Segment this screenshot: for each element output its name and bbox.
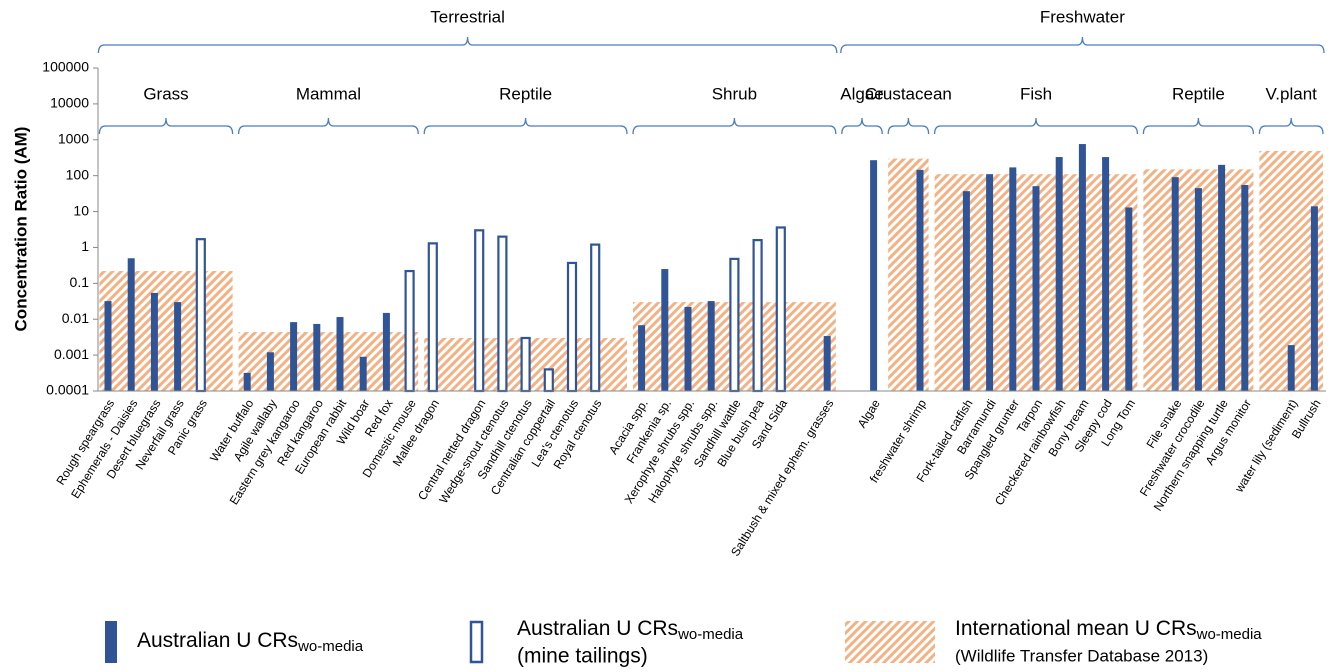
group-bracket	[1142, 117, 1255, 135]
group-bracket	[98, 117, 234, 135]
y-tick-label: 1	[81, 238, 89, 254]
tailings-bar	[566, 261, 578, 393]
group-bracket	[841, 117, 883, 135]
legend-label: International mean U CRswo-media	[955, 617, 1262, 643]
x-tick-label: Algae	[855, 397, 883, 431]
bar	[1310, 206, 1318, 391]
realm-bracket	[840, 36, 1325, 54]
bar	[684, 306, 692, 391]
bar	[336, 317, 344, 391]
y-tick-label: 0.001	[54, 346, 89, 362]
bar	[638, 325, 646, 391]
tailings-bar	[195, 238, 206, 393]
tailings-bar	[474, 229, 485, 393]
y-tick-label: 10000	[50, 95, 89, 111]
legend-subscript: wo-media	[1196, 626, 1263, 643]
group-label: Crustacean	[865, 84, 952, 103]
legend-name: International mean U CRs	[955, 617, 1197, 640]
y-tick-label: 100000	[42, 59, 89, 75]
bar	[290, 322, 298, 391]
group-label: V.plant	[1266, 84, 1318, 103]
group-label: Reptile	[1172, 84, 1225, 103]
group-label: Algae	[840, 84, 883, 103]
legend-subscript: wo-media	[677, 626, 744, 643]
bar	[916, 169, 924, 391]
tailings-bar	[775, 226, 786, 393]
bar	[150, 292, 158, 391]
y-tick-label: 10	[73, 202, 89, 218]
group-label: Reptile	[499, 84, 552, 103]
tailings-bar	[590, 243, 601, 393]
bar	[1241, 184, 1249, 391]
group-label: Shrub	[712, 84, 757, 103]
y-tick-label: 100	[66, 166, 90, 182]
tailings-bar	[427, 242, 438, 393]
tailings-bar	[520, 336, 531, 393]
group-bracket	[887, 117, 930, 135]
tailings-bar	[752, 239, 763, 393]
legend-swatch	[845, 621, 935, 663]
group-bracket	[1258, 117, 1324, 135]
bar	[1125, 207, 1133, 391]
bar	[661, 269, 669, 391]
bar	[382, 312, 390, 391]
group-label: Grass	[143, 84, 188, 103]
bar	[1218, 164, 1226, 391]
legend-label: Australian U CRswo-media	[517, 617, 744, 643]
bar	[1009, 167, 1017, 391]
bar	[359, 356, 367, 391]
tailings-bar	[497, 235, 508, 393]
bar	[127, 258, 135, 391]
group-bracket	[423, 117, 628, 135]
y-tick-label: 1000	[58, 130, 89, 146]
bar	[243, 372, 251, 391]
bar	[870, 160, 878, 391]
group-label: Mammal	[296, 84, 361, 103]
y-tick-label: 0.0001	[46, 382, 89, 398]
y-tick-label: 0.1	[70, 274, 90, 290]
bar	[707, 301, 715, 391]
legend-swatch	[469, 620, 484, 664]
bar	[1171, 177, 1179, 391]
realm-bracket	[97, 36, 838, 54]
group-bracket	[933, 117, 1139, 135]
realm-label: Terrestrial	[430, 7, 505, 26]
bar	[962, 191, 970, 391]
group-bracket	[237, 117, 419, 135]
group-label: Fish	[1020, 84, 1052, 103]
legend-swatch	[105, 621, 117, 663]
tailings-bar	[543, 368, 554, 393]
tailings-bar	[404, 269, 415, 393]
legend-label: Australian U CRswo-media	[137, 629, 364, 655]
bar	[104, 301, 112, 391]
international-mean-bar	[99, 271, 233, 391]
legend-name: Australian U CRs	[517, 617, 678, 640]
bar	[1032, 186, 1040, 391]
tailings-bar	[729, 257, 740, 393]
international-mean-bar	[238, 332, 419, 391]
legend-note: (Wildlife Transfer Database 2013)	[955, 646, 1208, 665]
bar	[1078, 144, 1086, 391]
bar	[174, 302, 182, 391]
bar	[313, 323, 321, 391]
y-axis-label: Concentration Ratio (AM)	[11, 127, 30, 332]
bar	[1194, 188, 1202, 391]
realm-label: Freshwater	[1040, 7, 1125, 26]
bar	[986, 174, 994, 391]
bar	[1102, 157, 1110, 391]
y-tick-label: 0.01	[62, 310, 89, 326]
bar	[823, 336, 831, 391]
legend-subscript: wo-media	[297, 638, 364, 655]
bar	[1055, 157, 1063, 391]
legend-note: (mine tailings)	[517, 645, 648, 668]
bar	[266, 352, 274, 391]
bar	[1287, 345, 1295, 391]
group-bracket	[632, 117, 837, 135]
legend-name: Australian U CRs	[137, 629, 298, 652]
